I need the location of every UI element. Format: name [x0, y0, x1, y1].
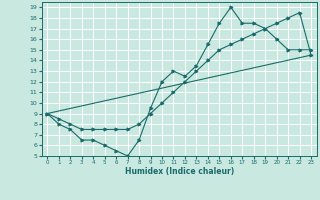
X-axis label: Humidex (Indice chaleur): Humidex (Indice chaleur): [124, 167, 234, 176]
